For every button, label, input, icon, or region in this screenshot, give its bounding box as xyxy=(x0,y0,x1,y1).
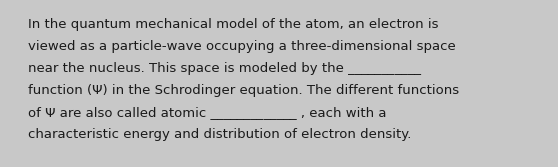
Text: function (Ψ) in the Schrodinger equation. The different functions: function (Ψ) in the Schrodinger equation… xyxy=(28,84,459,97)
Text: viewed as a particle-wave occupying a three-dimensional space: viewed as a particle-wave occupying a th… xyxy=(28,40,456,53)
Text: characteristic energy and distribution of electron density.: characteristic energy and distribution o… xyxy=(28,128,411,141)
Text: near the nucleus. This space is modeled by the ___________: near the nucleus. This space is modeled … xyxy=(28,62,421,75)
Text: In the quantum mechanical model of the atom, an electron is: In the quantum mechanical model of the a… xyxy=(28,18,439,31)
Text: of Ψ are also called atomic _____________ , each with a: of Ψ are also called atomic ____________… xyxy=(28,106,387,119)
